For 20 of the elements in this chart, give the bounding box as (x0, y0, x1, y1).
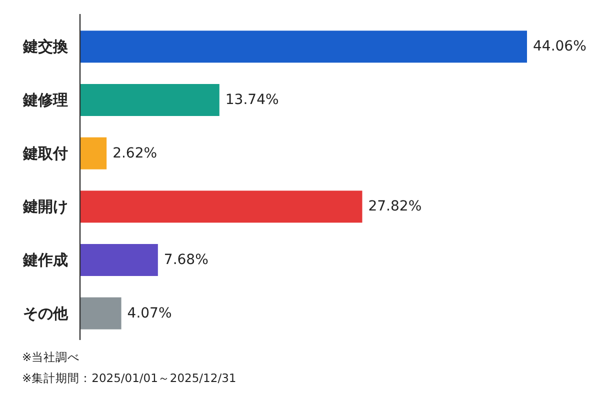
data-label: 27.82% (368, 198, 422, 215)
bar (80, 84, 220, 116)
y-tick-label: 鍵作成 (22, 251, 68, 269)
y-tick-label: 鍵取付 (22, 144, 68, 162)
bar (80, 244, 158, 276)
data-label: 13.74% (225, 92, 279, 108)
bar (80, 137, 107, 170)
data-label: 7.68% (164, 252, 208, 268)
bar (80, 297, 122, 330)
data-label: 4.07% (127, 305, 172, 322)
bar (80, 30, 527, 63)
bar (80, 190, 362, 223)
text: ※当社調べ (22, 350, 80, 364)
y-tick-label: 鍵修理 (22, 91, 68, 109)
y-tick-label: 鍵開け (22, 198, 68, 216)
text: ※集計期間：2025/01/01～2025/12/31 (22, 371, 236, 385)
data-label: 44.06% (533, 38, 586, 55)
data-label: 2.62% (112, 145, 158, 162)
y-tick-label: 鍵交換 (22, 38, 69, 56)
y-tick-label: その他 (23, 304, 69, 322)
